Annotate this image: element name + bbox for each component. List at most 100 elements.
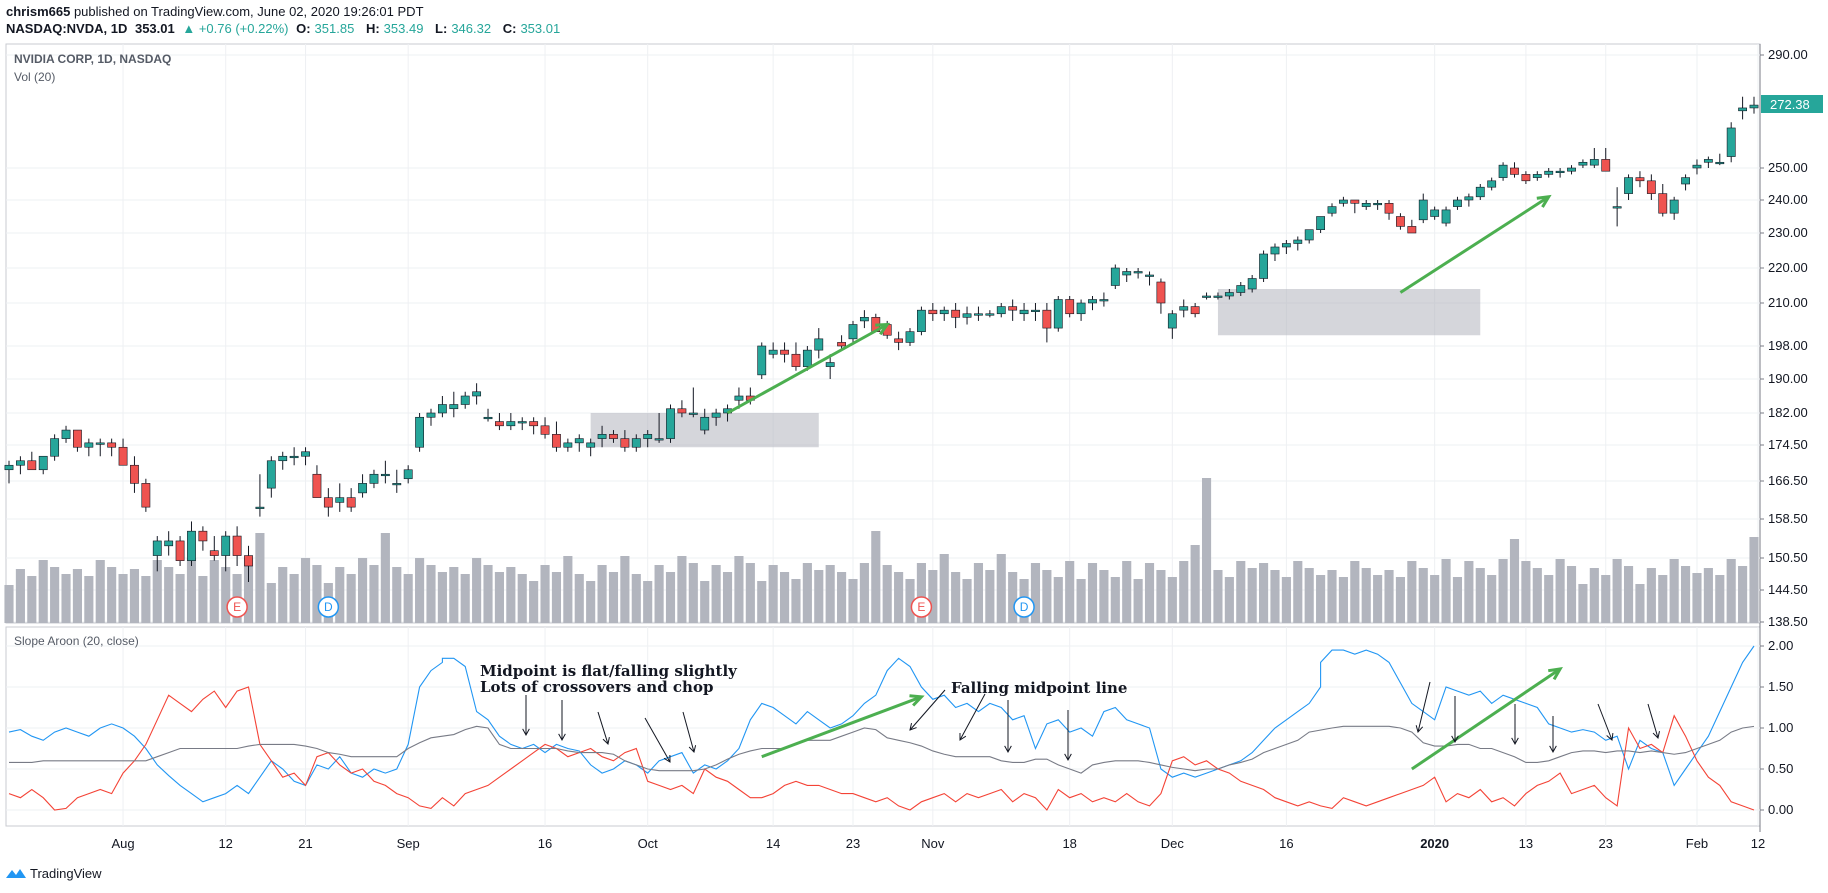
x-tick-label: Dec: [1161, 836, 1185, 851]
candle-body: [15, 460, 25, 466]
candle-body: [152, 540, 162, 556]
volume-bar: [221, 567, 231, 623]
volume-bar: [1532, 568, 1542, 623]
volume-bar: [300, 558, 311, 623]
y-tick-label: 174.50: [1768, 437, 1808, 452]
candle-body: [506, 421, 516, 427]
candle-body: [734, 395, 744, 401]
candle-body: [1669, 199, 1679, 214]
indicator-y-tick-label: 0.50: [1768, 761, 1793, 776]
candle-body: [1361, 203, 1371, 207]
volume-bar: [1544, 575, 1554, 623]
publish-line: chrism665 published on TradingView.com, …: [6, 4, 424, 19]
dividend-marker: [1013, 596, 1035, 618]
x-tick-label: 16: [1279, 836, 1293, 851]
volume-bar: [141, 576, 151, 623]
candle-body: [50, 438, 60, 457]
x-tick-label: 12: [218, 836, 232, 851]
volume-bar: [1589, 568, 1599, 623]
volume-bar: [825, 565, 835, 623]
volume-bar: [1430, 575, 1440, 623]
volume-bar: [1487, 575, 1497, 623]
candle-body: [107, 442, 117, 448]
close-value: 353.01: [520, 21, 561, 36]
candle-body: [1487, 180, 1497, 188]
candle-body: [1601, 159, 1611, 172]
volume-bar: [905, 579, 915, 623]
earnings-marker-label: E: [233, 600, 241, 614]
candle-body: [1316, 216, 1326, 230]
candle-body: [928, 309, 938, 315]
candle-body: [1327, 206, 1337, 214]
volume-bar: [1361, 568, 1371, 623]
volume-bar: [335, 567, 345, 623]
y-tick-label: 198.00: [1768, 338, 1808, 353]
annotation-pointer-arrow: [959, 693, 986, 741]
x-tick-label: 23: [1598, 836, 1612, 851]
candle-body: [472, 391, 482, 397]
volume-bar: [1076, 579, 1086, 623]
candle-body: [1555, 170, 1565, 173]
publisher-name: chrism665: [6, 4, 71, 19]
annotation-pointer-arrow: [1597, 703, 1613, 741]
candle-body: [323, 497, 333, 508]
tradingview-footer[interactable]: TradingView: [6, 866, 102, 881]
volume-bar: [1304, 568, 1314, 623]
price-trend-arrow-head: [1536, 194, 1552, 208]
candle-body: [1738, 107, 1748, 112]
volume-bar: [243, 558, 254, 623]
candle-body: [1122, 271, 1132, 276]
volume-bar: [415, 558, 425, 623]
volume-bar: [985, 570, 995, 623]
volume-bar: [791, 579, 801, 623]
volume-bar: [198, 576, 208, 623]
volume-bar: [1053, 577, 1063, 623]
candle-body: [1008, 306, 1018, 311]
candle-body: [1430, 209, 1440, 217]
candle-body: [631, 438, 641, 448]
x-tick-label: Feb: [1686, 836, 1708, 851]
annotation-pointer-head: [602, 737, 610, 745]
dividend-marker-label: D: [1020, 600, 1029, 614]
y-tick-label: 166.50: [1768, 473, 1808, 488]
high-label: H:: [365, 21, 380, 36]
volume-bar: [1224, 577, 1234, 623]
volume-bar: [517, 574, 527, 623]
annotation-pointer-head: [1511, 737, 1519, 746]
candle-body: [1202, 295, 1211, 298]
volume-bar: [563, 556, 573, 623]
candle-body: [654, 438, 664, 441]
candle-body: [1088, 299, 1097, 304]
volume-bar: [4, 585, 14, 623]
annotation-pointer-arrow: [597, 711, 609, 745]
volume-bar: [1144, 563, 1155, 623]
volume-bar: [1030, 563, 1041, 623]
candle-body: [802, 349, 812, 367]
candle-body: [380, 473, 390, 477]
volume-bar: [1601, 575, 1611, 623]
volume-bar: [551, 572, 562, 623]
candle-body: [73, 429, 82, 448]
indicator-trend-arrow: [1411, 667, 1561, 771]
volume-bar: [1167, 577, 1177, 623]
candle-body: [495, 421, 504, 427]
annotation-pointer-arrow: [909, 689, 946, 731]
candle-body: [1418, 199, 1428, 221]
y-tick-label: 182.00: [1768, 405, 1808, 420]
candle-body: [198, 530, 208, 542]
candle-body: [597, 434, 607, 439]
x-tick-label: 14: [766, 836, 780, 851]
candle-body: [369, 473, 379, 484]
annotation-text-1: Midpoint is flat/falling slightly: [480, 662, 738, 680]
volume-bar: [973, 563, 984, 623]
tradingview-logo-icon: [6, 868, 26, 878]
volume-label: Vol (20): [14, 70, 56, 84]
volume-bar: [1338, 577, 1348, 623]
volume-bar: [1008, 572, 1018, 623]
volume-bar: [1395, 577, 1405, 623]
candle-body: [437, 404, 447, 414]
volume-bar: [620, 556, 630, 623]
volume-bar: [734, 556, 744, 623]
candle-body: [666, 408, 675, 439]
